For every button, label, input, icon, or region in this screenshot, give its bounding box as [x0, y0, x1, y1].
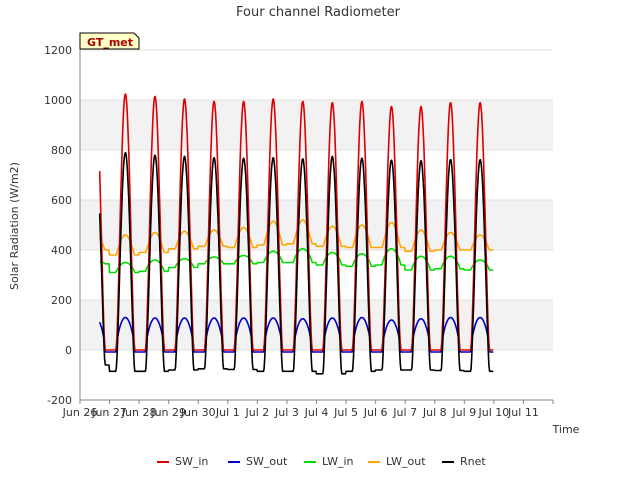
chart-title: Four channel Radiometer — [236, 5, 401, 20]
legend-label: LW_out — [386, 455, 426, 468]
series-lines — [98, 93, 494, 375]
y-tick-label: 0 — [65, 344, 72, 357]
x-tick-label: Jul 10 — [477, 406, 509, 419]
y-tick-label: 800 — [51, 144, 72, 157]
x-tick-label: Jun 26 — [62, 406, 98, 419]
y-tick-label: -200 — [47, 394, 72, 407]
legend-item: SW_out — [228, 455, 288, 468]
x-tick-label: Jul 1 — [215, 406, 240, 419]
site-label: GT_met — [87, 36, 133, 49]
y-tick-label: 400 — [51, 244, 72, 257]
y-axis-label: Solar Radiation (W/m2) — [8, 162, 21, 290]
site-label-box: GT_met — [79, 32, 140, 50]
x-tick-label: Jul 6 — [363, 406, 388, 419]
x-axis-label: Time — [552, 423, 580, 436]
y-tick-label: 200 — [51, 294, 72, 307]
y-tick-label: 1000 — [44, 94, 72, 107]
legend-label: Rnet — [460, 455, 486, 468]
x-tick-label: Jul 7 — [392, 406, 417, 419]
y-tick-label: 1200 — [44, 44, 72, 57]
x-tick-label: Jul 11 — [507, 406, 539, 419]
x-tick-label: Jul 8 — [422, 406, 447, 419]
series-line-sw-in — [98, 93, 494, 351]
x-tick-label: Jun 30 — [180, 406, 216, 419]
series-line-sw-out — [98, 316, 494, 353]
legend-label: LW_in — [322, 455, 354, 468]
x-tick-label: Jun 29 — [150, 406, 186, 419]
site-label-background — [79, 32, 140, 50]
legend-label: SW_in — [175, 455, 208, 468]
x-tick-label: Jul 9 — [451, 406, 476, 419]
plot-band — [80, 100, 553, 150]
y-tick-label: 600 — [51, 194, 72, 207]
x-tick-label: Jul 5 — [333, 406, 358, 419]
series-line-rnet — [98, 151, 494, 375]
legend-item: LW_out — [368, 455, 426, 468]
legend-item: Rnet — [442, 455, 486, 468]
legend-item: LW_in — [304, 455, 354, 468]
legend: SW_in SW_out LW_in LW_out Rnet — [157, 455, 486, 468]
x-tick-label: Jun 27 — [91, 406, 127, 419]
legend-item: SW_in — [157, 455, 208, 468]
legend-label: SW_out — [246, 455, 288, 468]
x-tick-label: Jul 3 — [274, 406, 299, 419]
x-tick-label: Jul 4 — [304, 406, 329, 419]
x-tick-label: Jul 2 — [244, 406, 269, 419]
x-tick-label: Jun 28 — [121, 406, 157, 419]
